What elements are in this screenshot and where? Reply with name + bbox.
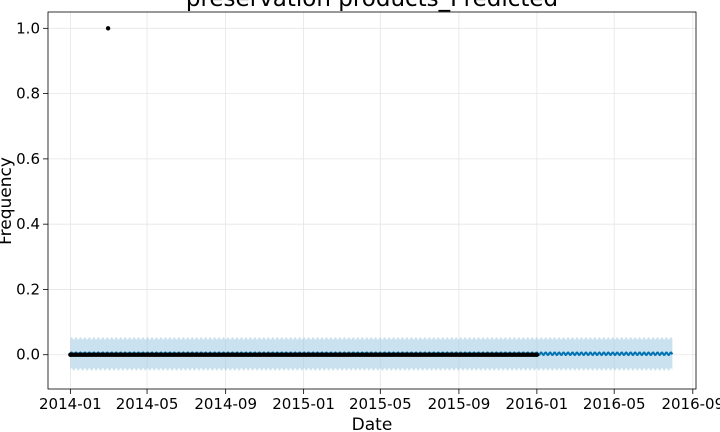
- y-tick-label: 0.6: [16, 150, 40, 168]
- observed-points-layer: [68, 26, 540, 357]
- plot-frame: [47, 11, 697, 390]
- x-axis-label: Date: [352, 415, 393, 432]
- y-axis-ticks: 0.0 0.2 0.4 0.6 0.8 1.0: [16, 19, 48, 364]
- observed-point: [105, 26, 111, 31]
- plot-area: [48, 12, 696, 389]
- x-tick-label: 2015-05: [349, 395, 412, 413]
- x-tick-label: 2015-09: [428, 395, 491, 413]
- x-tick-label: 2016-01: [506, 395, 569, 413]
- y-tick-label: 1.0: [16, 19, 40, 37]
- x-tick-label: 2014-05: [116, 395, 179, 413]
- x-tick-label: 2014-01: [39, 395, 102, 413]
- y-tick-label: 0.4: [16, 215, 40, 233]
- x-tick-label: 2016-09: [661, 395, 720, 413]
- chart-title: preservation products_Predicted: [186, 0, 558, 12]
- y-tick-label: 0.0: [16, 346, 40, 364]
- y-tick-label: 0.2: [16, 280, 40, 298]
- y-axis-label: Frequency: [0, 157, 16, 245]
- observed-point: [534, 352, 540, 357]
- x-axis-ticks: 2014-01 2014-05 2014-09 2015-01 2015-05 2015-…: [39, 389, 720, 413]
- observed-point: [68, 352, 73, 357]
- x-tick-label: 2015-01: [272, 395, 335, 413]
- x-tick-label: 2016-05: [583, 395, 646, 413]
- x-tick-label: 2014-09: [194, 395, 257, 413]
- y-tick-label: 0.8: [16, 85, 40, 103]
